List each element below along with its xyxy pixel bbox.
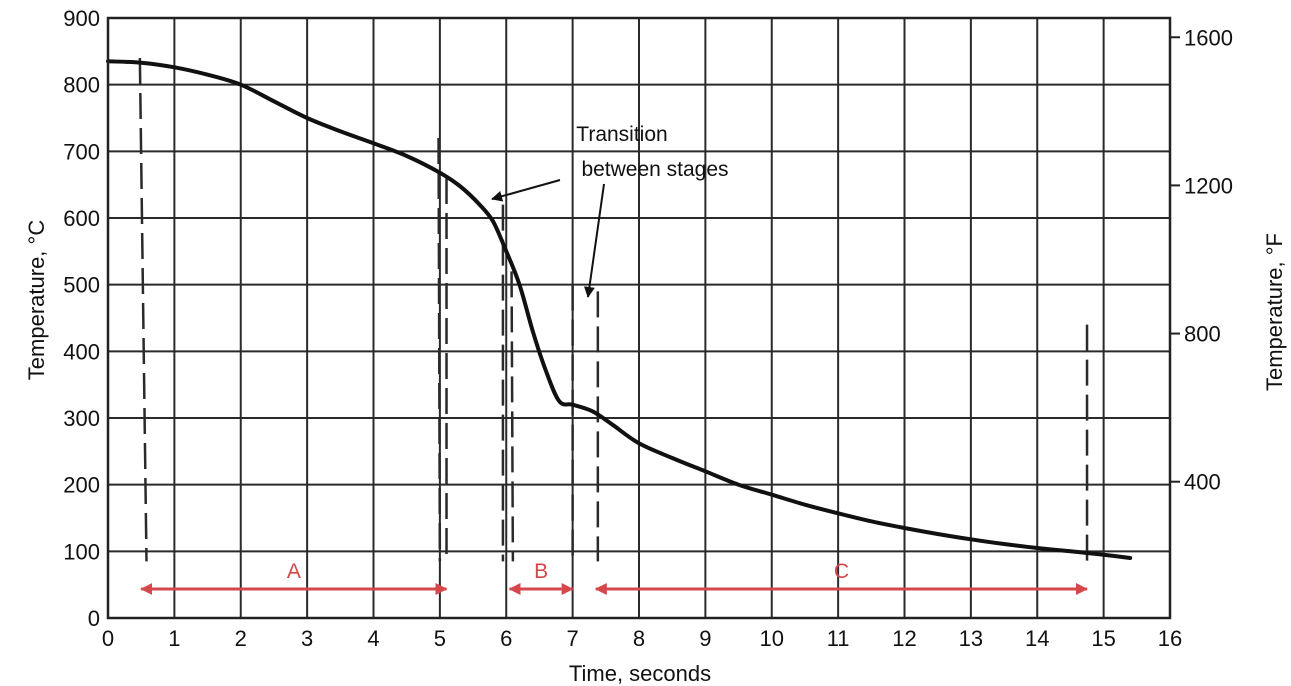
- stage-label: C: [834, 560, 849, 583]
- x-tick-label: 15: [1091, 626, 1115, 651]
- x-tick-label: 4: [367, 626, 379, 651]
- right-y-axis-title: Temperature, °F: [1262, 233, 1287, 391]
- right-y-tick-label: 1200: [1184, 173, 1233, 198]
- y-tick-label: 0: [88, 606, 100, 631]
- x-tick-label: 12: [892, 626, 916, 651]
- x-tick-label: 7: [567, 626, 579, 651]
- x-tick-label: 3: [301, 626, 313, 651]
- cooling-curve: [106, 59, 1133, 560]
- right-y-tick-label: 800: [1184, 322, 1221, 347]
- x-tick-label: 8: [633, 626, 645, 651]
- x-tick-label: 2: [235, 626, 247, 651]
- stage-boundary-marker: [138, 57, 148, 562]
- y-tick-labels: 0 100 200 300 400 500 600 700 800 900: [63, 6, 100, 631]
- annotation-pointer-arrow: [583, 183, 605, 298]
- annotation-line-2: between stages: [581, 158, 728, 181]
- plot-frame: [106, 16, 1172, 620]
- y-tick-label: 800: [63, 73, 100, 98]
- grid-lines: [108, 18, 1170, 618]
- x-tick-label: 13: [959, 626, 983, 651]
- x-tick-label: 6: [500, 626, 512, 651]
- stage-label: A: [287, 560, 301, 583]
- x-tick-label: 10: [760, 626, 784, 651]
- y-tick-label: 400: [63, 339, 100, 364]
- stage-ranges: A B C: [140, 560, 1089, 595]
- right-y-tick-labels: 400 800 1200 1600: [1170, 25, 1233, 495]
- transition-annotation: Transition between stages: [491, 123, 729, 298]
- y-tick-label: 500: [63, 273, 100, 298]
- y-tick-label: 900: [63, 6, 100, 31]
- y-tick-label: 200: [63, 473, 100, 498]
- x-tick-label: 5: [434, 626, 446, 651]
- x-tick-label: 0: [102, 626, 114, 651]
- x-tick-label: 9: [699, 626, 711, 651]
- annotation-line-1: Transition: [576, 123, 667, 146]
- right-y-tick-label: 1600: [1184, 25, 1233, 50]
- x-tick-label: 1: [168, 626, 180, 651]
- y-tick-label: 600: [63, 206, 100, 231]
- y-tick-label: 300: [63, 406, 100, 431]
- y-tick-label: 100: [63, 539, 100, 564]
- y-axis-title: Temperature, °C: [24, 220, 49, 381]
- stage-label: B: [534, 560, 548, 583]
- stage-boundary-marker: [510, 271, 515, 562]
- x-tick-labels: 0 1 2 3 4 5 6 7 8 9 10 11 12 13 14 15 16: [102, 626, 1182, 651]
- stage-boundary-markers: [138, 57, 1089, 562]
- stage-boundary-marker: [437, 137, 442, 562]
- x-tick-label: 16: [1158, 626, 1182, 651]
- annotation-pointer-arrow: [491, 179, 561, 202]
- x-tick-label: 11: [827, 626, 850, 651]
- x-axis-title: Time, seconds: [569, 661, 711, 686]
- y-tick-label: 700: [63, 139, 100, 164]
- x-tick-label: 14: [1025, 626, 1049, 651]
- right-y-tick-label: 400: [1184, 470, 1221, 495]
